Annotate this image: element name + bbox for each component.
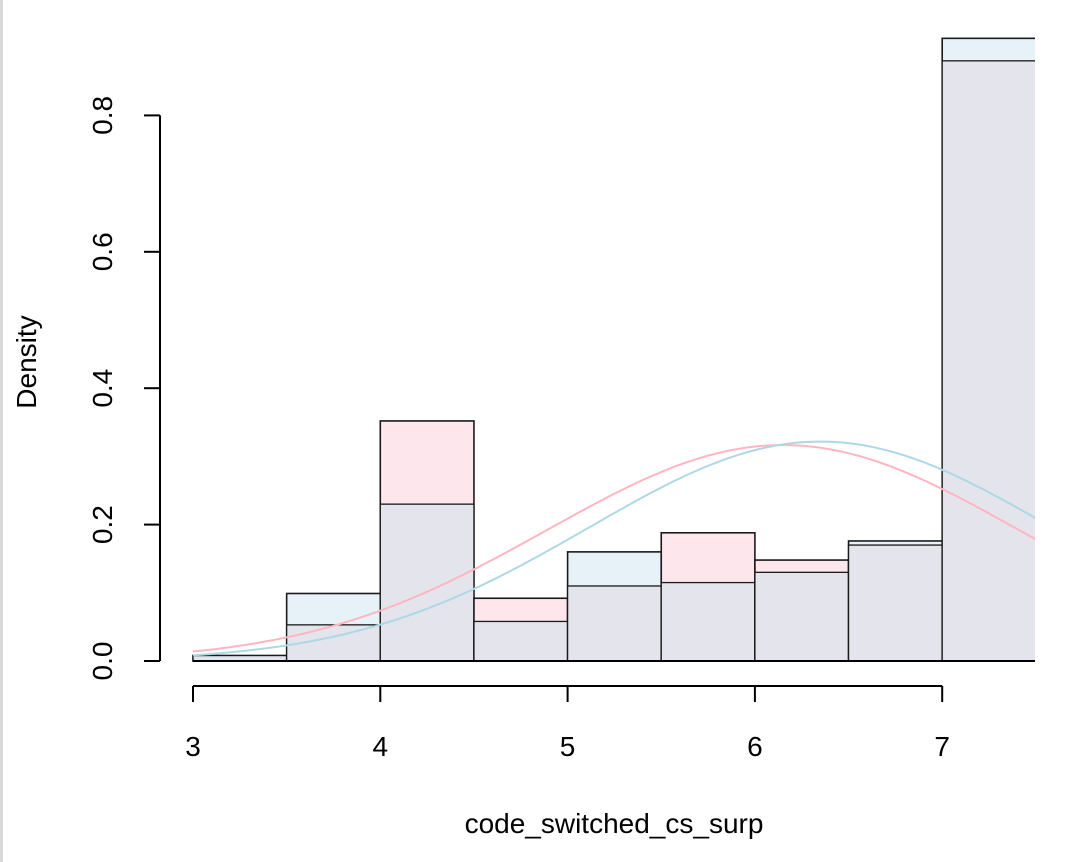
y-tick-label: 0.4 xyxy=(87,369,118,408)
curves-layer xyxy=(192,440,1035,657)
histogram-bar-overlap xyxy=(660,581,756,662)
normal-fit-curve-1 xyxy=(192,444,1035,653)
left-border xyxy=(0,0,3,862)
histogram-bar-overlap xyxy=(379,503,475,662)
y-axis-title: Density xyxy=(11,315,42,408)
x-axis-title: code_switched_cs_surp xyxy=(465,808,764,839)
y-tick-label: 0.2 xyxy=(87,505,118,544)
histogram-bar-overlap xyxy=(941,60,1035,662)
histogram-bar-overlap xyxy=(473,620,569,662)
y-tick-label: 0.0 xyxy=(87,642,118,681)
normal-fit-curve-2 xyxy=(192,440,1035,657)
x-tick-label: 5 xyxy=(560,731,576,762)
y-tick-label: 0.8 xyxy=(87,96,118,135)
histogram-bar-overlap xyxy=(754,571,850,662)
histogram-bar-overlap xyxy=(566,585,662,662)
y-tick-label: 0.6 xyxy=(87,232,118,271)
x-tick-label: 6 xyxy=(747,731,763,762)
x-tick-label: 4 xyxy=(373,731,389,762)
axes-layer: code_switched_cs_surp Density 3 4 5 6 7 0.0 0.… xyxy=(11,96,1035,839)
x-tick-label: 7 xyxy=(934,731,950,762)
histogram-bar-overlap xyxy=(847,544,943,662)
x-tick-label: 3 xyxy=(185,731,201,762)
bars-layer xyxy=(192,37,1035,662)
